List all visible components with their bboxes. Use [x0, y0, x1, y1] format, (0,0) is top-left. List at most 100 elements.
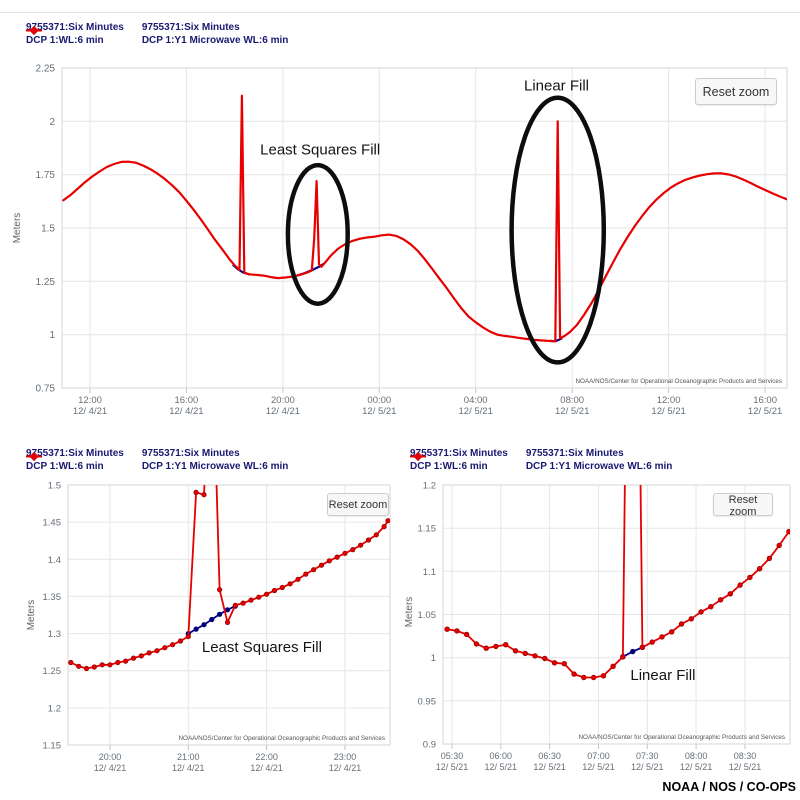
data-point-microwave: [342, 550, 348, 556]
plot-border: [61, 67, 788, 389]
y-tick-label: 1.1: [423, 567, 436, 578]
data-point-microwave: [357, 542, 364, 548]
x-tick-time: 22:00: [255, 752, 278, 762]
legend-series-name: 9755371:Six Minutes: [525, 448, 624, 459]
legend-series-sub: DCP 1:WL:6 min: [26, 34, 104, 46]
plot-area[interactable]: [68, 485, 390, 745]
data-point-microwave: [600, 673, 607, 679]
x-tick-time: 05:30: [441, 751, 464, 761]
x-tick-time: 08:00: [560, 395, 584, 406]
x-tick-date: 12/ 4/21: [266, 406, 300, 417]
series-layer: [68, 485, 390, 672]
chart-legend: 9755371:Six Minutes DCP 1:WL:6 min 9755371…: [26, 22, 288, 47]
legend-series-sub: DCP 1:WL:6 min: [410, 460, 488, 472]
plot-area[interactable]: [62, 68, 787, 388]
legend-series-name: 9755371:Six Minutes: [141, 448, 240, 459]
data-point-microwave: [83, 665, 90, 672]
data-point-microwave: [493, 643, 499, 650]
data-point-microwave: [385, 518, 390, 524]
y-tick-label: 1.15: [43, 741, 62, 752]
annotation-label: Least Squares Fill: [260, 141, 380, 158]
data-point-microwave: [381, 524, 387, 530]
data-point-microwave: [581, 674, 587, 681]
data-point-microwave: [756, 565, 763, 572]
y-tick-label: 1.2: [423, 481, 436, 492]
legend-series-sub: DCP 1:Y1 Microwave WL:6 min: [141, 34, 289, 46]
x-tick-date: 12/ 5/21: [436, 762, 469, 772]
y-tick-label: 0.95: [418, 696, 437, 707]
x-tick-date: 12/ 5/21: [651, 406, 685, 417]
x-tick-time: 12:00: [78, 395, 102, 406]
data-point-microwave: [224, 619, 231, 625]
data-point-microwave: [737, 582, 743, 588]
y-tick-label: 0.75: [36, 384, 56, 395]
legend-series-sub: DCP 1:Y1 Microwave WL:6 min: [141, 460, 289, 472]
plot-border: [67, 484, 391, 746]
legend-series-sub: DCP 1:WL:6 min: [26, 460, 104, 472]
data-point-microwave: [318, 562, 325, 568]
data-point-microwave: [551, 660, 558, 666]
data-point-microwave: [444, 626, 450, 632]
plot-border: [442, 484, 791, 745]
data-point-wl: [217, 611, 223, 617]
data-point-microwave: [310, 567, 317, 573]
reset-zoom-button[interactable]: Reset zoom: [713, 493, 773, 518]
legend-series-name: 9755371:Six Minutes: [410, 448, 508, 459]
data-point-microwave: [678, 621, 685, 627]
y-tick-label: 0.9: [423, 740, 436, 751]
data-point-microwave: [154, 648, 160, 654]
plot-area[interactable]: [443, 485, 790, 744]
data-point-microwave: [107, 662, 113, 668]
data-point-wl: [209, 616, 215, 623]
legend-series-name: 9755371:Six Minutes: [26, 22, 124, 33]
data-point-microwave: [542, 655, 548, 662]
y-tick-label: 1.75: [36, 170, 56, 181]
reset-zoom-button[interactable]: Reset zoom: [327, 493, 389, 516]
x-tick-time: 16:00: [175, 395, 199, 406]
reset-zoom-button[interactable]: Reset zoom: [695, 78, 777, 105]
data-point-microwave: [76, 663, 82, 669]
data-point-microwave: [185, 633, 191, 640]
data-point-microwave: [240, 600, 246, 606]
x-tick-date: 12/ 5/21: [485, 762, 518, 772]
data-point-microwave: [698, 609, 704, 615]
y-tick-label: 1.45: [43, 518, 62, 529]
data-point-microwave: [669, 629, 675, 635]
data-point-microwave: [571, 671, 577, 677]
x-tick-time: 20:00: [99, 752, 122, 762]
y-axis-title: Meters: [12, 213, 23, 244]
y-tick-label: 1.15: [418, 524, 437, 535]
data-point-microwave: [256, 594, 262, 600]
data-point-microwave: [473, 641, 480, 647]
y-axis-title: Meters: [404, 597, 415, 628]
data-point-microwave: [766, 555, 773, 562]
data-point-microwave: [170, 642, 176, 648]
data-point-microwave: [68, 659, 74, 666]
y-tick-label: 2: [49, 117, 55, 128]
legend-item[interactable]: 9755371:Six Minutes DCP 1:Y1 Microwave WL…: [410, 448, 672, 473]
data-point-microwave: [454, 628, 460, 634]
y-tick-label: 2.25: [36, 64, 56, 75]
y-tick-label: 1: [431, 653, 436, 664]
x-tick-time: 06:30: [538, 751, 561, 761]
data-point-microwave: [91, 664, 97, 670]
data-point-microwave: [217, 587, 223, 593]
x-tick-time: 08:30: [734, 751, 757, 761]
x-tick-time: 04:00: [464, 395, 488, 406]
data-point-wl: [201, 622, 207, 628]
x-tick-date: 12/ 5/21: [748, 406, 782, 417]
data-point-microwave: [232, 602, 238, 608]
data-point-microwave: [502, 641, 509, 648]
x-tick-date: 12/ 5/21: [582, 762, 615, 772]
legend-item[interactable]: 9755371:Six Minutes DCP 1:Y1 Microwave WL…: [26, 448, 289, 473]
data-point-microwave: [177, 638, 184, 644]
y-tick-label: 1.05: [418, 610, 437, 621]
annotation-ellipse: [509, 95, 607, 365]
series-marker-icon: [26, 452, 42, 461]
legend-item[interactable]: 9755371:Six Minutes DCP 1:Y1 Microwave WL…: [26, 22, 289, 47]
series-layer: [444, 485, 790, 681]
data-point-microwave: [727, 591, 733, 597]
data-point-microwave: [162, 645, 168, 651]
y-tick-label: 1.35: [43, 592, 62, 603]
